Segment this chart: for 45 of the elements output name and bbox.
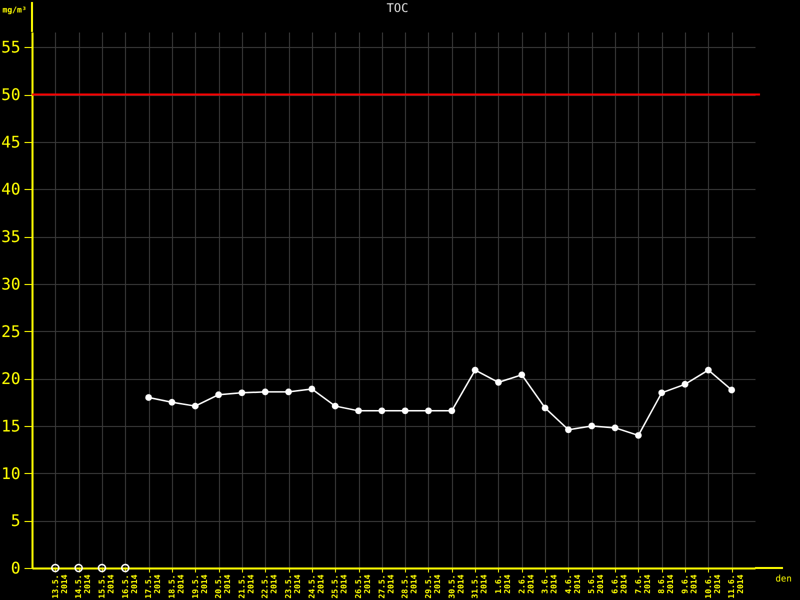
x-tick-label: 11.6. 2014: [727, 574, 746, 599]
x-tick-label: 16.5. 2014: [120, 574, 139, 599]
y-tick-label: 20: [1, 369, 20, 388]
y-tick-label: 15: [1, 416, 20, 436]
x-tick-label: 14.5. 2014: [74, 574, 92, 599]
x-tick-label: 6.6. 2014: [610, 574, 629, 594]
x-tick-label: 5.6. 2014: [587, 574, 606, 594]
x-tick-label: 26.5. 2014: [354, 574, 372, 599]
x-tick-label: 2.6. 2014: [517, 574, 536, 594]
x-tick-label: 21.5. 2014: [237, 574, 256, 599]
y-tick-label: 10: [1, 464, 20, 483]
x-tick-label: 10.6. 2014: [704, 574, 722, 599]
x-tick-label: 23.5. 2014: [284, 574, 302, 599]
y-tick-label: 5: [10, 511, 20, 530]
x-tick-label: 27.5. 2014: [377, 574, 396, 599]
y-tick-label: 40: [1, 180, 20, 199]
y-tick-label: 25: [1, 322, 20, 341]
y-axis-title: mg/m³: [2, 6, 27, 14]
y-tick-label: 50: [1, 85, 20, 104]
x-tick-label: 3.6. 2014: [540, 574, 559, 594]
x-tick-label: 1.6. 2014: [494, 574, 512, 594]
x-tick-label: 17.5. 2014: [144, 574, 162, 599]
x-tick-label: 20.5. 2014: [214, 574, 232, 599]
x-tick-label: 15.5. 2014: [97, 574, 116, 599]
y-tick-label: 0: [10, 558, 20, 578]
x-tick-label: 7.6. 2014: [634, 574, 652, 594]
x-tick-label: 8.6. 2014: [657, 574, 676, 594]
x-tick-label: 31.5. 2014: [470, 574, 489, 599]
y-tick-label: 30: [1, 274, 20, 294]
x-tick-label: 25.5. 2014: [330, 574, 349, 599]
y-tick-label: 45: [1, 132, 20, 152]
x-tick-label: 30.5. 2014: [447, 574, 466, 599]
y-tick-label: 35: [1, 227, 20, 246]
x-tick-label: 9.6. 2014: [680, 574, 699, 594]
x-tick-label: 13.5. 2014: [50, 574, 69, 599]
x-tick-label: 28.5. 2014: [400, 574, 419, 599]
x-tick-label: 18.5. 2014: [167, 574, 186, 599]
chart-title: TOC: [386, 1, 408, 15]
y-tick-label: 55: [1, 38, 20, 57]
x-tick-label: 29.5. 2014: [424, 574, 442, 599]
x-axis-title: den: [776, 574, 792, 584]
x-tick-label: 24.5. 2014: [307, 574, 326, 599]
x-tick-label: 19.5. 2014: [190, 574, 209, 599]
x-tick-label: 22.5. 2014: [260, 574, 279, 599]
x-tick-label: 4.6. 2014: [564, 574, 582, 594]
